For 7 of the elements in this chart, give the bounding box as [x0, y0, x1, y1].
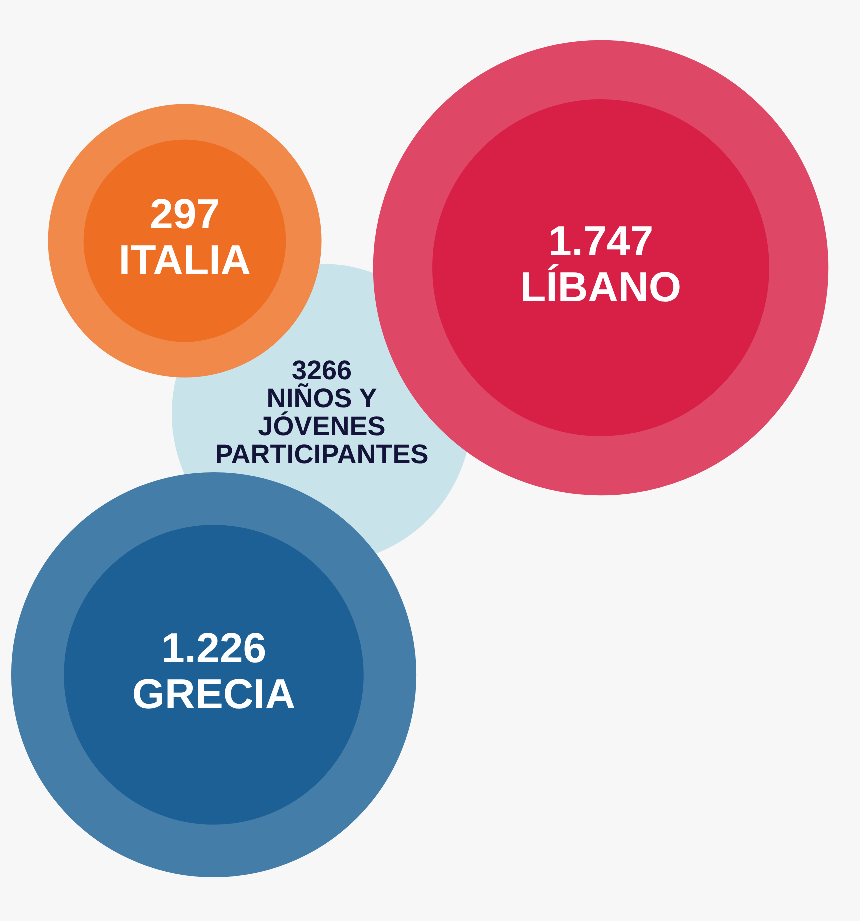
- category-label: ITALIA: [118, 236, 252, 284]
- data-label: 1.226: [161, 624, 267, 672]
- category-label: LÍBANO: [520, 264, 682, 311]
- data-label: 297: [150, 190, 220, 238]
- text: 3266 NIÑOS Y JÓVENES PARTICIPANTES: [215, 355, 429, 470]
- data-label: 1.747: [548, 218, 654, 265]
- category-label: GRECIA: [132, 670, 296, 718]
